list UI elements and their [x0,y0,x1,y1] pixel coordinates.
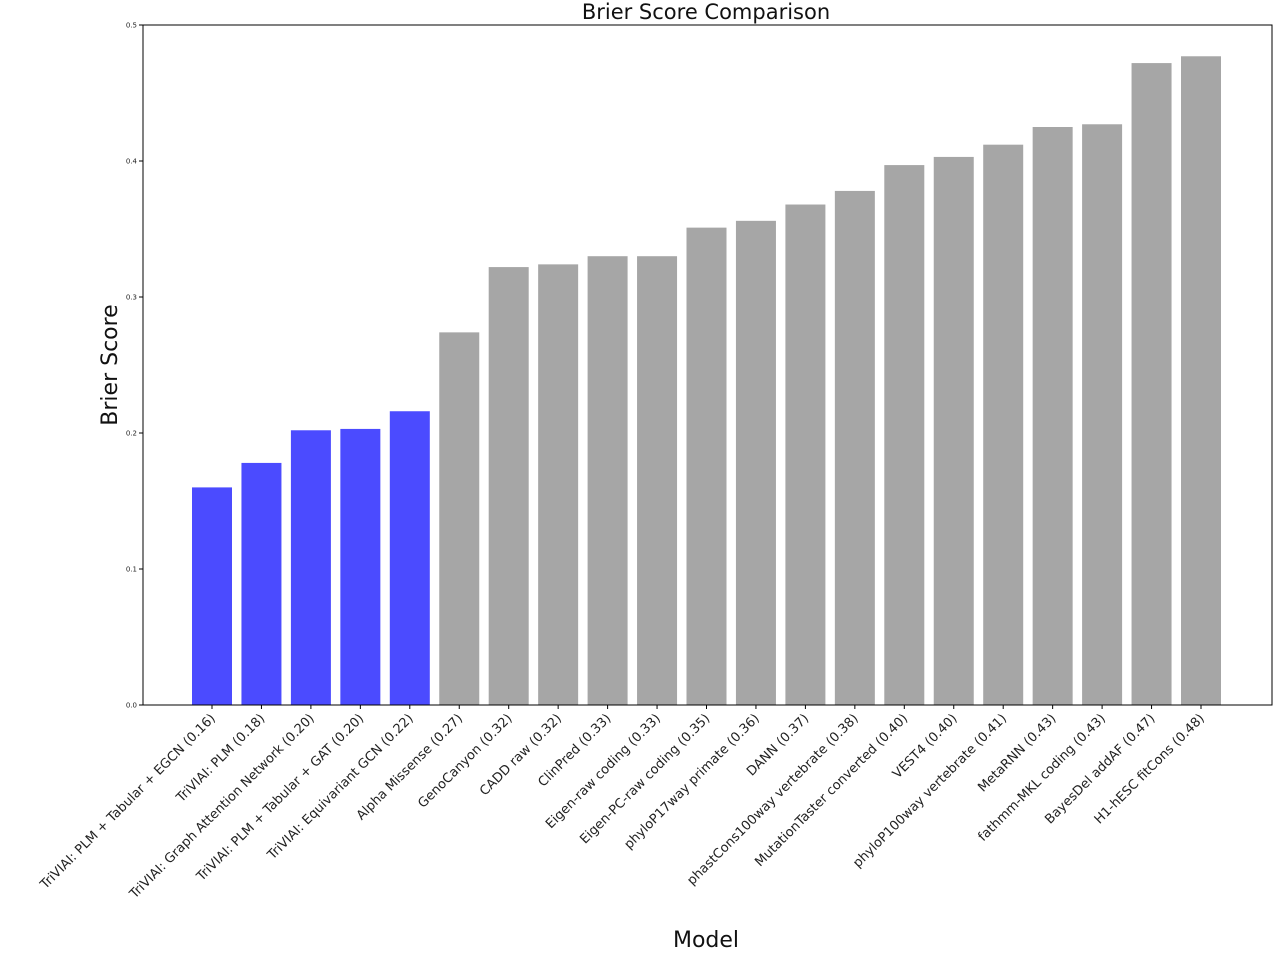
y-tick-label-0: 0.0 [126,702,137,710]
y-tick-label-2: 0.2 [126,430,137,438]
bar-9 [637,256,678,705]
bar-0 [192,487,232,705]
chart-title: Brier Score Comparison [582,0,830,24]
x-axis-title: Model [673,928,739,953]
plot-frame [142,24,1273,706]
bar-13 [834,190,875,706]
y-tick-label-4: 0.4 [126,158,138,166]
bar-1 [241,462,282,705]
y-axis-title: Brier Score [98,304,123,425]
bar-12 [785,204,826,705]
bar-18 [1082,124,1123,705]
bar-16 [983,144,1024,705]
bar-6 [488,267,529,705]
bar-5 [439,332,480,705]
bar-4 [389,411,430,705]
bar-10 [686,227,727,705]
bar-8 [587,256,628,705]
bar-2 [290,430,331,705]
bar-15 [933,156,974,706]
bar-11 [735,220,776,705]
bar-19 [1131,63,1172,705]
bar-7 [538,264,579,705]
y-axis-ticks: 0.0 0.1 0.2 0.3 0.4 0.5 [126,22,143,710]
y-tick-label-3: 0.3 [126,294,137,302]
bar-17 [1032,127,1073,705]
y-tick-label-5: 0.5 [126,22,137,30]
y-tick-label-1: 0.1 [126,566,137,574]
bar-3 [340,428,381,705]
bar-20 [1181,56,1221,705]
bars-group [192,56,1221,706]
bar-14 [884,165,925,705]
